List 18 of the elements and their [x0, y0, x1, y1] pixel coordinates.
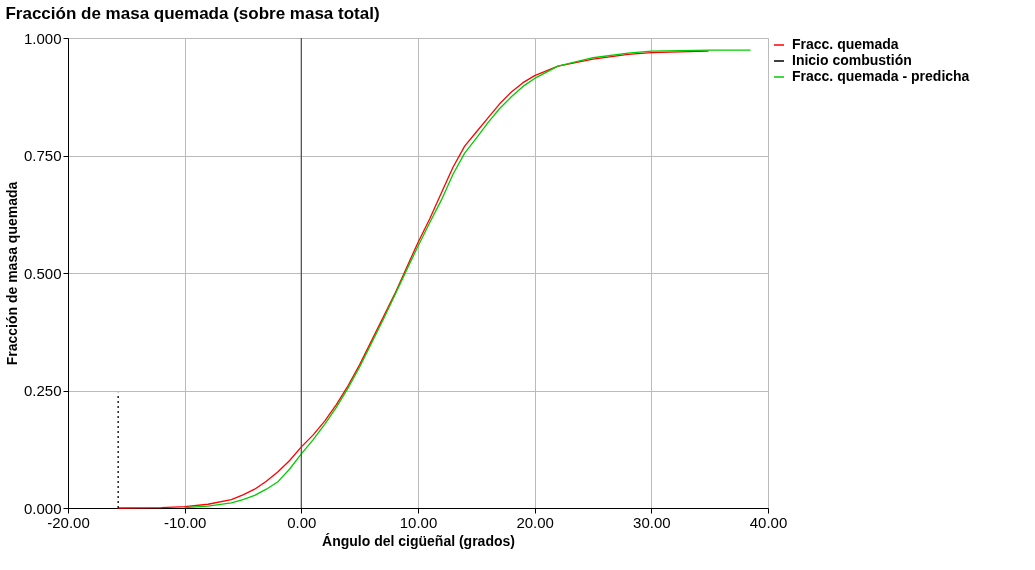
x-axis-title: Ángulo del cigüeñal (grados) — [322, 532, 515, 549]
x-tick-label: -10.00 — [163, 513, 207, 531]
chart-title: Fracción de masa quemada (sobre masa total) — [5, 4, 380, 23]
legend-label: Fracc. quemada — [792, 36, 899, 52]
x-tick-label: 40.00 — [749, 513, 788, 531]
line-series — [117, 50, 710, 509]
x-tick-label: 20.00 — [516, 513, 554, 531]
y-tick-label: 0.250 — [23, 382, 62, 399]
x-tick-label: 10.00 — [399, 513, 438, 531]
line-series — [184, 49, 752, 509]
x-tick-label: 30.00 — [633, 513, 671, 531]
legend-label: Fracc. quemada - predicha — [792, 68, 970, 84]
x-tick-label: 0.00 — [287, 513, 317, 531]
y-tick-label: 1.000 — [23, 29, 62, 47]
y-axis-title: Fracción de masa quemada — [3, 181, 20, 366]
legend-label: Inicio combustión — [792, 52, 912, 68]
y-tick-label: 0.750 — [23, 147, 62, 164]
y-tick-label: 0.500 — [23, 264, 62, 282]
